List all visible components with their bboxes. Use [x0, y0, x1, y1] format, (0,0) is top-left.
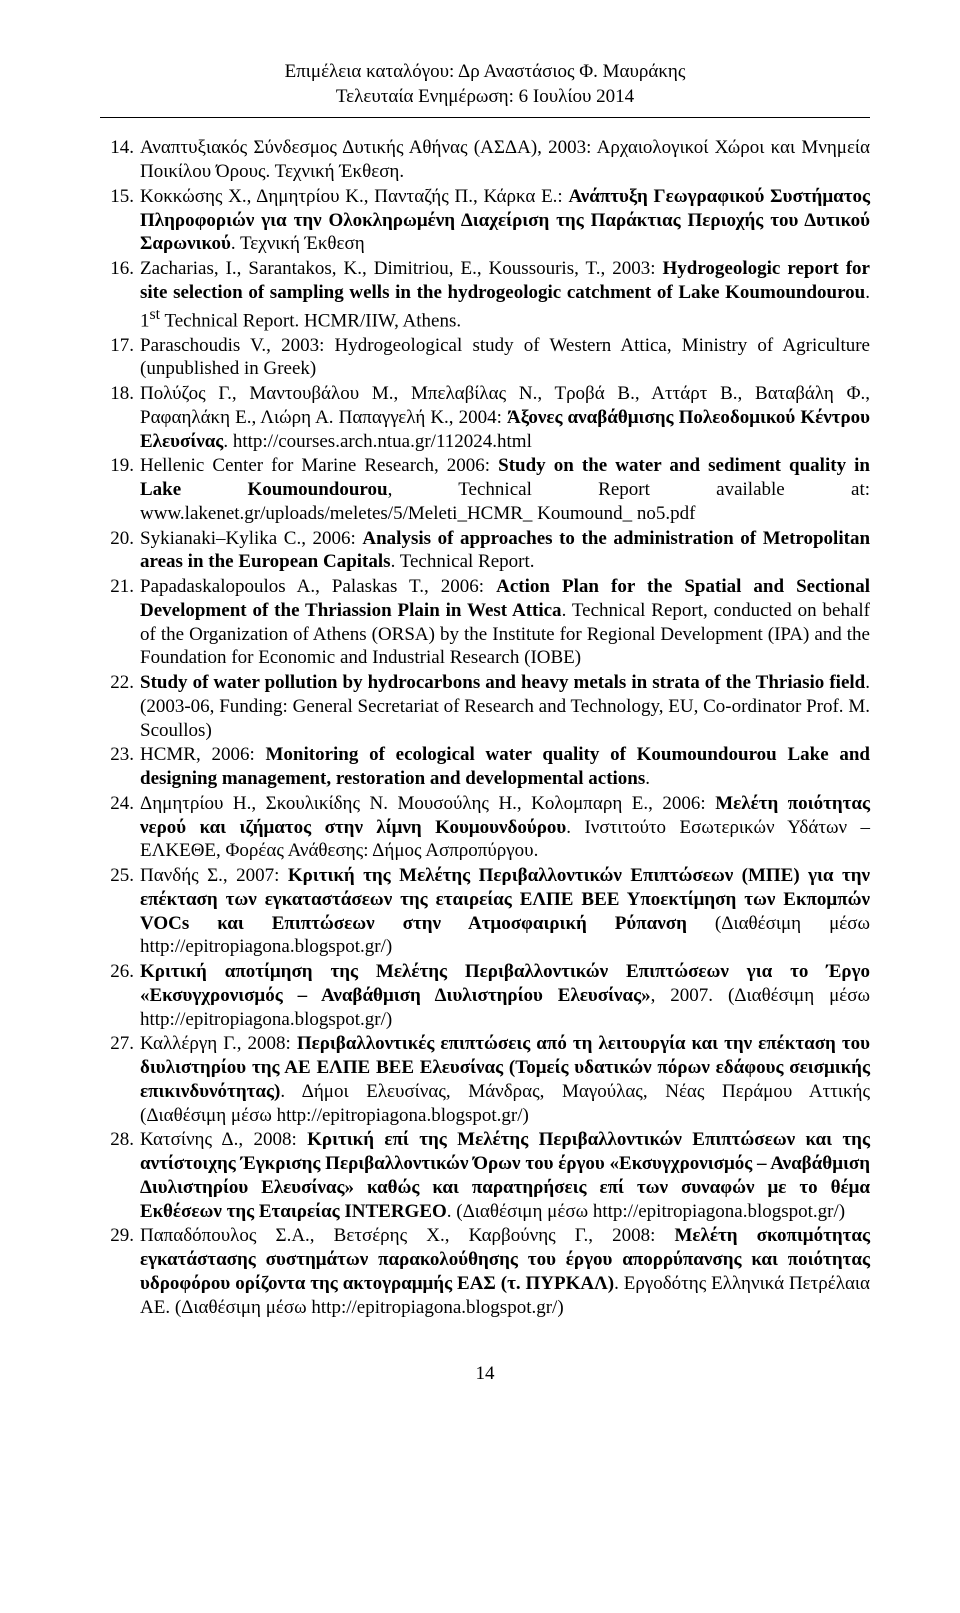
reference-item: 16.Zacharias, I., Sarantakos, K., Dimitr…: [100, 257, 870, 333]
reference-text: Πανδής Σ., 2007: Κριτική της Μελέτης Περ…: [140, 864, 870, 959]
reference-text: Paraschoudis V., 2003: Hydrogeological s…: [140, 334, 870, 382]
reference-text: Πολύζος Γ., Μαντουβάλου Μ., Μπελαβίλας Ν…: [140, 382, 870, 453]
reference-number: 22.: [100, 671, 140, 742]
reference-text: Κατσίνης Δ., 2008: Κριτική επί της Μελέτ…: [140, 1128, 870, 1223]
reference-list: 14.Αναπτυξιακός Σύνδεσμος Δυτικής Αθήνας…: [100, 136, 870, 1319]
reference-number: 14.: [100, 136, 140, 184]
reference-number: 27.: [100, 1032, 140, 1127]
reference-text: Study of water pollution by hydrocarbons…: [140, 671, 870, 742]
reference-text: Papadaskalopoulos A., Palaskas T., 2006:…: [140, 575, 870, 670]
reference-item: 20.Sykianaki–Kylika C., 2006: Analysis o…: [100, 527, 870, 575]
reference-number: 23.: [100, 743, 140, 791]
header-line-1: Επιμέλεια καταλόγου: Δρ Αναστάσιος Φ. Μα…: [100, 60, 870, 85]
reference-number: 18.: [100, 382, 140, 453]
reference-text: Αναπτυξιακός Σύνδεσμος Δυτικής Αθήνας (Α…: [140, 136, 870, 184]
reference-item: 17.Paraschoudis V., 2003: Hydrogeologica…: [100, 334, 870, 382]
reference-item: 26.Κριτική αποτίμηση της Μελέτης Περιβαλ…: [100, 960, 870, 1031]
reference-text: Zacharias, I., Sarantakos, K., Dimitriou…: [140, 257, 870, 333]
reference-number: 15.: [100, 185, 140, 256]
reference-item: 19.Hellenic Center for Marine Research, …: [100, 454, 870, 525]
header-line-2: Τελευταία Ενημέρωση: 6 Ιουλίου 2014: [100, 85, 870, 110]
reference-text: Παπαδόπουλος Σ.Α., Βετσέρης Χ., Καρβούνη…: [140, 1224, 870, 1319]
header-rule: [100, 117, 870, 118]
reference-number: 28.: [100, 1128, 140, 1223]
page-number: 14: [100, 1363, 870, 1385]
reference-item: 28.Κατσίνης Δ., 2008: Κριτική επί της Με…: [100, 1128, 870, 1223]
reference-number: 21.: [100, 575, 140, 670]
reference-text: Κριτική αποτίμηση της Μελέτης Περιβαλλον…: [140, 960, 870, 1031]
reference-item: 18.Πολύζος Γ., Μαντουβάλου Μ., Μπελαβίλα…: [100, 382, 870, 453]
reference-number: 19.: [100, 454, 140, 525]
reference-text: Κοκκώσης Χ., Δημητρίου Κ., Πανταζής Π., …: [140, 185, 870, 256]
reference-text: Δημητρίου Η., Σκουλικίδης Ν. Μουσούλης Η…: [140, 792, 870, 863]
reference-item: 23.HCMR, 2006: Monitoring of ecological …: [100, 743, 870, 791]
reference-number: 20.: [100, 527, 140, 575]
reference-text: HCMR, 2006: Monitoring of ecological wat…: [140, 743, 870, 791]
reference-number: 24.: [100, 792, 140, 863]
reference-number: 29.: [100, 1224, 140, 1319]
reference-item: 25.Πανδής Σ., 2007: Κριτική της Μελέτης …: [100, 864, 870, 959]
reference-number: 26.: [100, 960, 140, 1031]
reference-item: 27.Καλλέργη Γ., 2008: Περιβαλλοντικές επ…: [100, 1032, 870, 1127]
reference-item: 24.Δημητρίου Η., Σκουλικίδης Ν. Μουσούλη…: [100, 792, 870, 863]
reference-item: 15.Κοκκώσης Χ., Δημητρίου Κ., Πανταζής Π…: [100, 185, 870, 256]
reference-text: Hellenic Center for Marine Research, 200…: [140, 454, 870, 525]
reference-item: 29.Παπαδόπουλος Σ.Α., Βετσέρης Χ., Καρβο…: [100, 1224, 870, 1319]
reference-item: 22.Study of water pollution by hydrocarb…: [100, 671, 870, 742]
reference-text: Sykianaki–Kylika C., 2006: Analysis of a…: [140, 527, 870, 575]
reference-number: 25.: [100, 864, 140, 959]
reference-item: 14.Αναπτυξιακός Σύνδεσμος Δυτικής Αθήνας…: [100, 136, 870, 184]
reference-text: Καλλέργη Γ., 2008: Περιβαλλοντικές επιπτ…: [140, 1032, 870, 1127]
reference-item: 21.Papadaskalopoulos A., Palaskas T., 20…: [100, 575, 870, 670]
reference-number: 17.: [100, 334, 140, 382]
reference-number: 16.: [100, 257, 140, 333]
